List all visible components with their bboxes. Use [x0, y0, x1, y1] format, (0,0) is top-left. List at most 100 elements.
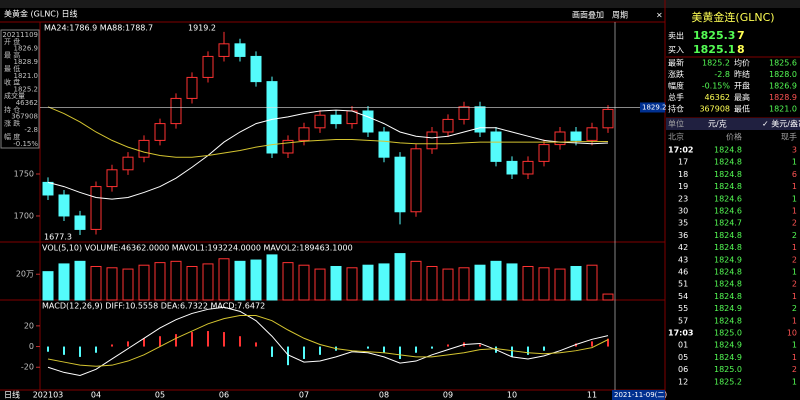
- candle-body: [506, 160, 518, 175]
- tick-time: 42: [678, 243, 688, 252]
- volume-bar: [410, 260, 422, 301]
- stat-label: 涨跌: [668, 69, 684, 79]
- candle-body: [58, 194, 70, 217]
- info-text: 持 仓: [4, 105, 20, 114]
- dea-line: [47, 315, 609, 367]
- volume-bar: [394, 253, 406, 301]
- volume-bar: [314, 268, 326, 301]
- tick-time: 23: [678, 194, 688, 203]
- candle-body: [186, 76, 198, 99]
- unit-option[interactable]: 元/克: [708, 120, 727, 129]
- info-text: 20211109: [2, 31, 38, 39]
- tick-time: 01: [678, 341, 688, 350]
- unit-option: 单位: [668, 119, 684, 129]
- tick-time: 19: [678, 182, 688, 191]
- tick-size: 1: [792, 292, 797, 301]
- quote-label: 买入: [668, 46, 684, 55]
- tick-price: 1824.9: [714, 255, 742, 264]
- ticks-header: 价格: [726, 132, 742, 142]
- volume-bar: [266, 254, 278, 301]
- tick-time: 06: [678, 365, 688, 374]
- tick-size: 1: [792, 341, 797, 350]
- tick-price: 1824.9: [714, 304, 742, 313]
- candle-body: [170, 97, 182, 125]
- candle-body: [138, 139, 150, 158]
- candle-body: [474, 106, 486, 133]
- stat-label: 昨结: [734, 69, 750, 79]
- volume-bar: [42, 271, 54, 301]
- candle-body: [74, 215, 86, 230]
- period-button[interactable]: 周期: [612, 11, 628, 20]
- tick-size: 6: [792, 170, 797, 179]
- stat-label: 最高: [734, 92, 750, 102]
- volume-title: VOL(5,10) VOLUME:46362.0000 MAVOL1:19322…: [42, 244, 353, 253]
- info-text: 收 盘: [4, 78, 20, 87]
- tick-size: 1: [792, 353, 797, 362]
- tick-time: 46: [678, 268, 688, 277]
- high-annotation: 1919.2: [188, 23, 216, 32]
- info-text: 幅 度: [4, 132, 20, 141]
- candle-body: [442, 118, 454, 133]
- x-tick-label: 05: [155, 391, 165, 400]
- tick-price: 1824.7: [714, 219, 742, 228]
- stat-label: 总手: [668, 92, 684, 102]
- stat-value: -0.15%: [702, 82, 731, 91]
- volume-bar: [218, 258, 230, 301]
- candle-body: [362, 110, 374, 133]
- tick-size: 3: [792, 146, 797, 155]
- candle-body: [394, 156, 406, 213]
- price-tag: 1829.2: [642, 103, 667, 111]
- diff-line: [47, 306, 609, 377]
- info-text: 最 低: [4, 64, 20, 73]
- quote-price: 1825.1: [693, 43, 735, 56]
- candle-body: [106, 169, 118, 188]
- candle-body: [282, 139, 294, 154]
- tick-time: 17:03: [668, 329, 693, 338]
- candle-body: [42, 181, 54, 196]
- top-strip: [0, 0, 800, 8]
- tick-size: 2: [792, 304, 797, 313]
- tick-size: 1: [792, 194, 797, 203]
- info-text: -0.15%: [13, 140, 38, 148]
- info-text: 1825.2: [14, 85, 39, 93]
- tick-time: 17: [678, 158, 688, 167]
- overlay-button[interactable]: 画面叠加: [572, 10, 604, 20]
- close-button[interactable]: ×: [656, 11, 663, 20]
- y-tick-label: 20: [24, 321, 34, 330]
- ticks-header: 北京: [668, 132, 684, 142]
- stat-label: 最新: [668, 58, 684, 68]
- stat-label: 均价: [734, 58, 750, 68]
- x-tick-label: 06: [219, 391, 229, 400]
- volume-bar: [122, 268, 134, 301]
- tick-price: 1824.8: [714, 280, 742, 289]
- volume-bar: [58, 263, 70, 301]
- volume-bar: [474, 264, 486, 301]
- volume-bar: [522, 265, 534, 301]
- tick-price: 1825.2: [714, 377, 742, 386]
- candle-body: [602, 108, 614, 129]
- candle-body: [266, 81, 278, 154]
- tick-time: 35: [678, 219, 688, 228]
- tick-size: 2: [792, 219, 797, 228]
- x-tick-label: 04: [91, 391, 101, 400]
- volume-bar: [426, 265, 438, 301]
- volume-bar: [330, 265, 342, 301]
- x-tick-label: 11: [587, 391, 597, 400]
- tick-price: 1824.9: [714, 353, 742, 362]
- tick-time: 05: [678, 353, 688, 362]
- candle-body: [234, 43, 246, 57]
- candle-body: [250, 55, 262, 83]
- stat-label: 幅度: [668, 81, 684, 91]
- tick-size: 1: [792, 377, 797, 386]
- volume-bar: [506, 263, 518, 301]
- chart-title: 美黄金 (GLNC) 日线: [4, 9, 78, 19]
- unit-option[interactable]: ✓ 美元/盎司: [762, 119, 800, 129]
- candle-body: [122, 156, 134, 171]
- candle-body: [346, 110, 358, 125]
- ma24-line: [47, 109, 609, 200]
- x-axis-label: 日线: [4, 390, 20, 400]
- tick-price: 1825.0: [714, 365, 742, 374]
- ma88-line: [47, 106, 609, 158]
- volume-bar: [458, 267, 470, 301]
